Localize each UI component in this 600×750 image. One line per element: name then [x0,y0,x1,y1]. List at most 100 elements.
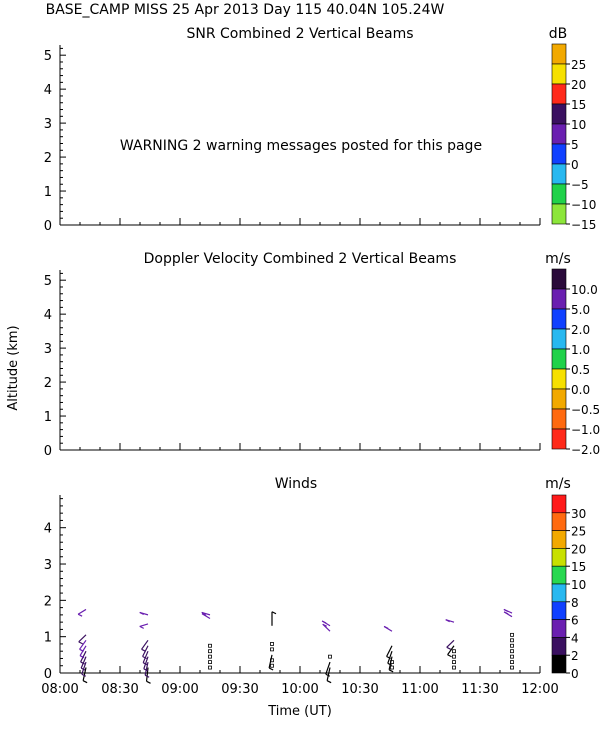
colorbar-label: −10 [571,198,596,212]
winds-barbs [77,608,514,684]
wind-barb-flag [321,620,327,624]
wind-barb-flag [146,680,151,684]
colorbar-label: 15 [571,98,586,112]
wind-barb [447,645,455,656]
colorbar-swatch [551,63,567,85]
wind-barb-flag [79,655,85,659]
colorbar-label: 5.0 [571,303,590,317]
colorbar-label: 10 [571,118,586,132]
wind-calm-marker [452,654,456,659]
wind-calm-marker [510,654,514,659]
colorbar-swatch [551,530,567,549]
doppler-colorbar: 10.0 5.0 2.0 1.0 0.5 0.0 −0.5 −1.0 −2.0 [551,268,600,457]
colorbar-label: 20 [571,78,586,92]
wind-calm-marker [208,665,212,670]
x-tick-label: 11:00 [401,682,438,697]
wind-barb-flag [142,655,147,660]
colorbar-swatch [551,408,567,430]
colorbar-swatch [551,163,567,185]
colorbar-label: 0 [571,667,579,681]
colorbar-swatch [551,494,567,514]
wind-calm-marker [208,654,212,659]
colorbar-label: 6 [571,614,579,628]
colorbar-label: 25 [571,525,586,539]
colorbar-label: 0.0 [571,383,590,397]
y-tick-label: 4 [44,308,52,323]
colorbar-label: 1.0 [571,343,590,357]
colorbar-swatch [551,183,567,205]
colorbar-label: 0 [571,158,579,172]
wind-barb-flag [445,619,450,623]
wind-calm-marker [452,665,456,670]
y-tick-label: 3 [44,558,52,573]
colorbar-label: 10.0 [571,283,598,297]
colorbar-swatch [551,348,567,370]
snr-panel: SNR Combined 2 Vertical Beams WARNING 2 … [44,26,597,234]
wind-barb-flag [139,611,144,615]
colorbar-swatch [551,619,567,638]
y-tick-label: 2 [44,151,52,166]
wind-barb-flag [81,673,87,677]
wind-calm-marker [270,663,274,668]
x-tick-label: 10:30 [341,682,378,697]
colorbar-label: 2 [571,649,579,663]
x-tick-label: 11:30 [461,682,498,697]
y-tick-label: 5 [44,49,52,64]
winds-colorbar-unit: m/s [545,476,571,492]
colorbar-label: 5 [571,138,579,152]
y-tick-label: 1 [44,185,52,200]
wind-calm-marker [452,649,456,654]
wind-calm-marker [510,665,514,670]
colorbar-label: −0.5 [571,403,600,417]
y-tick-label: 5 [44,274,52,289]
colorbar-swatch [551,565,567,585]
doppler-colorbar-unit: m/s [545,251,571,267]
wind-barb [387,651,393,664]
x-tick-label: 08:30 [101,682,138,697]
wind-barb [143,656,149,669]
wind-barb [80,656,87,669]
wind-barb-flag [268,667,274,671]
x-tick-label: 08:00 [41,682,78,697]
colorbar-label: 15 [571,560,586,574]
colorbar-swatch [551,548,567,567]
wind-barb-flag [388,669,394,673]
snr-title: SNR Combined 2 Vertical Beams [186,26,413,42]
snr-colorbar: 25 20 15 10 5 0 −5 −10 −15 [551,43,596,232]
y-tick-label: 0 [44,444,52,459]
wind-barb-flag [77,613,83,617]
colorbar-swatch [551,123,567,145]
colorbar-label: 4 [571,631,579,645]
wind-barb [446,639,455,648]
colorbar-swatch [551,601,567,620]
colorbar-label: 2.0 [571,323,590,337]
x-tick-label: 10:00 [281,682,318,697]
wind-barb-flag [326,680,332,684]
winds-xlabel: Time (UT) [267,704,332,719]
wind-barb-flag [201,613,207,617]
wind-calm-marker [510,638,514,643]
colorbar-label: −5 [571,178,589,192]
wind-barb-flag [447,654,452,658]
wind-barb-flag [139,625,144,629]
wind-calm-marker [390,665,394,670]
wind-barb-flag [141,648,146,652]
colorbar-swatch [551,368,567,390]
colorbar-swatch [551,654,567,674]
wind-barb-flag [325,673,331,677]
wind-calm-marker [510,649,514,654]
wind-barb [145,667,149,682]
wind-barb-flag [446,646,451,650]
doppler-panel: Doppler Velocity Combined 2 Vertical Bea… [6,251,600,459]
wind-barb [386,645,393,657]
x-tick-label: 09:00 [161,682,198,697]
wind-barb-flag [386,655,391,660]
y-tick-label: 1 [44,631,52,646]
y-tick-label: 2 [44,376,52,391]
header-line: BASE_CAMP MISS 25 Apr 2013 Day 115 40.04… [46,2,445,18]
colorbar-label: −2.0 [571,443,600,457]
colorbar-label: 20 [571,542,586,556]
winds-axes: 0 1 2 3 4 08:00 08:30 09:00 09:30 10:00 10:30 11:00… [41,495,559,697]
colorbar-label: 25 [571,58,586,72]
wind-barb-flag [78,641,83,645]
